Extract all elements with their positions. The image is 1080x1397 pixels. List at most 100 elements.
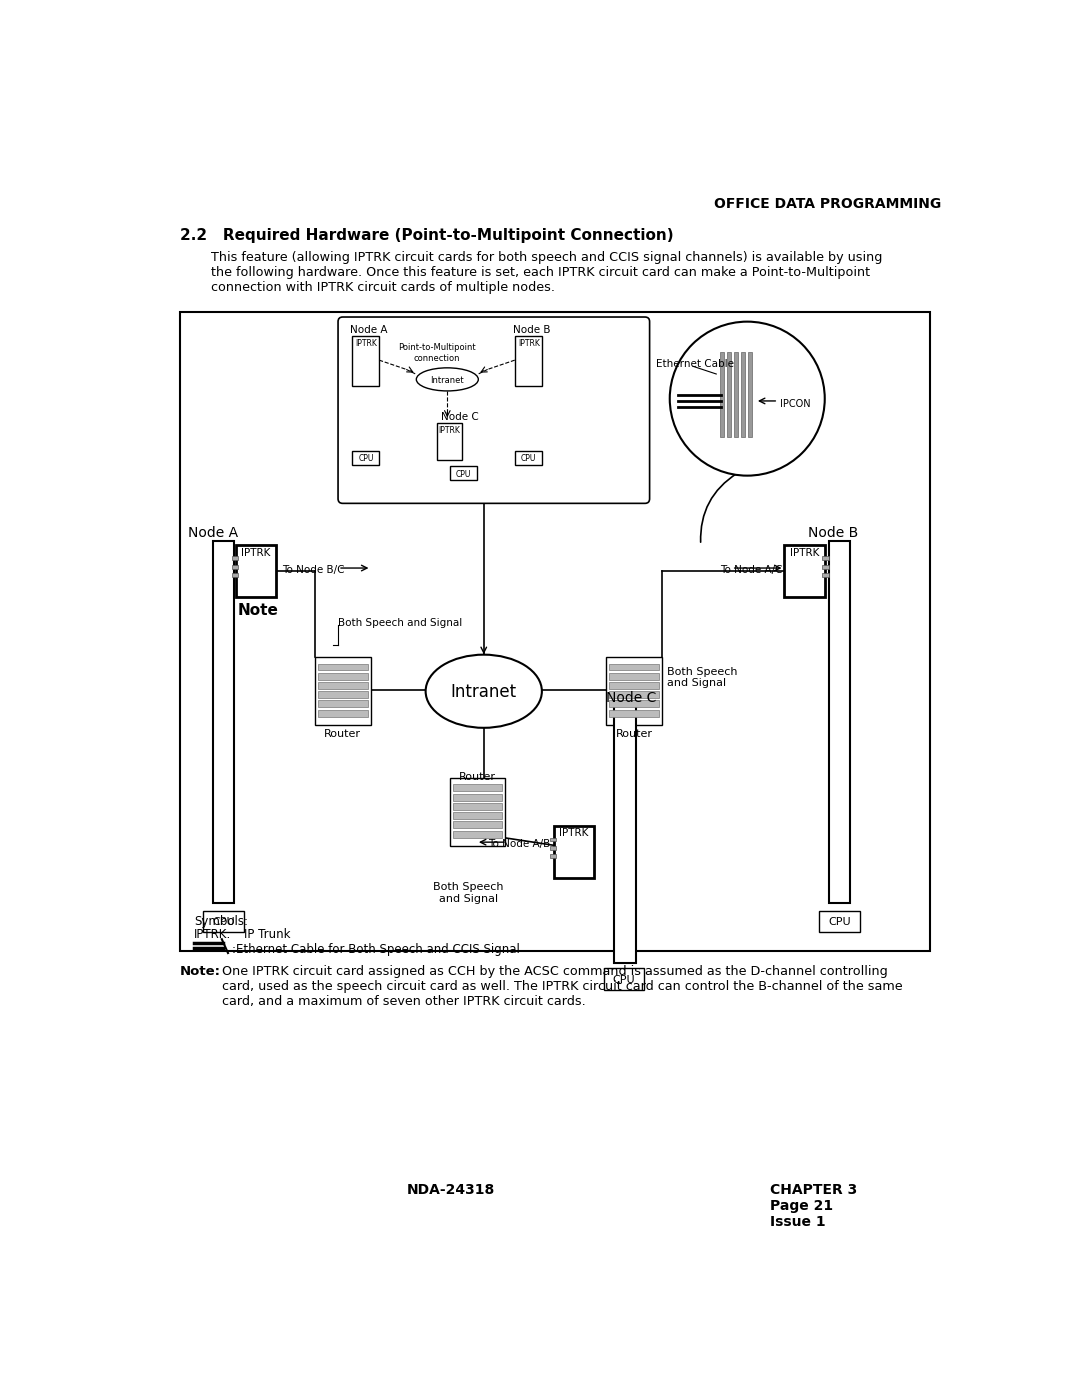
Bar <box>609 700 659 707</box>
Text: One IPTRK circuit card assigned as CCH by the ACSC command is assumed as the D-c: One IPTRK circuit card assigned as CCH b… <box>221 964 903 1007</box>
Circle shape <box>670 321 825 475</box>
Text: Symbols:: Symbols: <box>194 915 248 928</box>
Text: Node C: Node C <box>606 692 657 705</box>
Bar <box>318 692 367 698</box>
Text: IPTRK: IPTRK <box>517 338 540 348</box>
Bar <box>232 556 238 560</box>
Text: CPU: CPU <box>359 454 374 464</box>
Bar <box>235 545 276 598</box>
Text: Point-to-Multipoint
connection: Point-to-Multipoint connection <box>399 344 476 363</box>
Bar <box>449 467 476 481</box>
Bar <box>550 847 556 849</box>
Text: IPTRK: IPTRK <box>355 338 377 348</box>
Bar <box>352 335 379 386</box>
Text: IPTRK: IPTRK <box>789 548 820 557</box>
Bar <box>213 541 234 902</box>
Bar <box>453 803 502 810</box>
Bar <box>318 682 367 689</box>
Text: IPTRK:: IPTRK: <box>194 929 231 942</box>
Text: CPU: CPU <box>456 469 471 479</box>
Text: IP Trunk: IP Trunk <box>243 929 291 942</box>
Bar <box>437 423 462 460</box>
Bar <box>727 352 731 437</box>
Text: CPU: CPU <box>212 918 234 928</box>
Text: Intranet: Intranet <box>450 683 517 701</box>
Text: :Ethernet Cable for Both Speech and CCIS Signal: :Ethernet Cable for Both Speech and CCIS… <box>232 943 519 956</box>
Bar <box>720 352 724 437</box>
Text: Node B: Node B <box>808 525 858 539</box>
Text: Router: Router <box>459 773 496 782</box>
Text: To Node B/C: To Node B/C <box>282 564 345 574</box>
Text: CPU: CPU <box>521 454 537 464</box>
Bar <box>823 564 828 569</box>
Text: To Node A/B: To Node A/B <box>488 838 551 849</box>
Text: Router: Router <box>616 729 652 739</box>
Text: Router: Router <box>324 729 361 739</box>
Bar <box>318 664 367 671</box>
Bar <box>453 784 502 791</box>
Bar <box>609 664 659 671</box>
Text: IPTRK: IPTRK <box>438 426 460 434</box>
Bar <box>609 692 659 698</box>
Bar <box>606 658 662 725</box>
Bar <box>828 541 850 902</box>
Bar <box>449 778 505 847</box>
Bar <box>453 821 502 828</box>
Ellipse shape <box>416 367 478 391</box>
Bar <box>314 658 370 725</box>
FancyBboxPatch shape <box>338 317 649 503</box>
Bar <box>515 451 542 465</box>
Bar <box>180 313 930 951</box>
Bar <box>609 682 659 689</box>
Bar <box>550 855 556 858</box>
Text: Both Speech and Signal: Both Speech and Signal <box>338 617 462 629</box>
Text: OFFICE DATA PROGRAMMING: OFFICE DATA PROGRAMMING <box>714 197 941 211</box>
Bar <box>609 673 659 680</box>
Bar <box>515 335 542 386</box>
Bar <box>318 710 367 717</box>
Bar <box>554 826 594 879</box>
Text: Ethernet Cable: Ethernet Cable <box>656 359 733 369</box>
Text: Node A: Node A <box>350 326 388 335</box>
Bar <box>453 831 502 838</box>
Bar <box>318 700 367 707</box>
Text: IPCON: IPCON <box>780 400 810 409</box>
Bar <box>604 968 644 990</box>
Bar <box>453 793 502 800</box>
Bar <box>232 564 238 569</box>
Text: Note: Note <box>238 602 279 617</box>
Bar <box>232 573 238 577</box>
Bar <box>550 838 556 841</box>
Text: CPU: CPU <box>612 975 635 985</box>
Bar <box>734 352 738 437</box>
Text: CPU: CPU <box>828 918 851 928</box>
Text: Intranet: Intranet <box>431 376 464 384</box>
Bar <box>748 352 752 437</box>
Text: IPTRK: IPTRK <box>559 828 589 838</box>
Text: IPTRK: IPTRK <box>241 548 271 557</box>
Text: Both Speech
and Signal: Both Speech and Signal <box>433 882 503 904</box>
Text: Note:: Note: <box>180 964 221 978</box>
Bar <box>352 451 379 465</box>
Ellipse shape <box>426 655 542 728</box>
Text: Node A: Node A <box>188 525 238 539</box>
FancyArrowPatch shape <box>701 474 738 542</box>
Bar <box>203 911 243 932</box>
Bar <box>613 701 636 963</box>
Text: Node C: Node C <box>441 412 478 422</box>
Text: To Node A/C: To Node A/C <box>720 564 783 574</box>
Text: 2.2   Required Hardware (Point-to-Multipoint Connection): 2.2 Required Hardware (Point-to-Multipoi… <box>180 228 674 243</box>
Bar <box>609 710 659 717</box>
Text: Both Speech
and Signal: Both Speech and Signal <box>666 666 738 689</box>
Text: This feature (allowing IPTRK circuit cards for both speech and CCIS signal chann: This feature (allowing IPTRK circuit car… <box>211 251 882 293</box>
Bar <box>741 352 745 437</box>
Bar <box>784 545 825 598</box>
Text: Node B: Node B <box>513 326 551 335</box>
Bar <box>453 812 502 819</box>
Bar <box>823 573 828 577</box>
Bar <box>823 556 828 560</box>
Text: CHAPTER 3
Page 21
Issue 1: CHAPTER 3 Page 21 Issue 1 <box>770 1182 858 1229</box>
Bar <box>820 911 860 932</box>
Bar <box>318 673 367 680</box>
Text: NDA-24318: NDA-24318 <box>406 1182 495 1196</box>
